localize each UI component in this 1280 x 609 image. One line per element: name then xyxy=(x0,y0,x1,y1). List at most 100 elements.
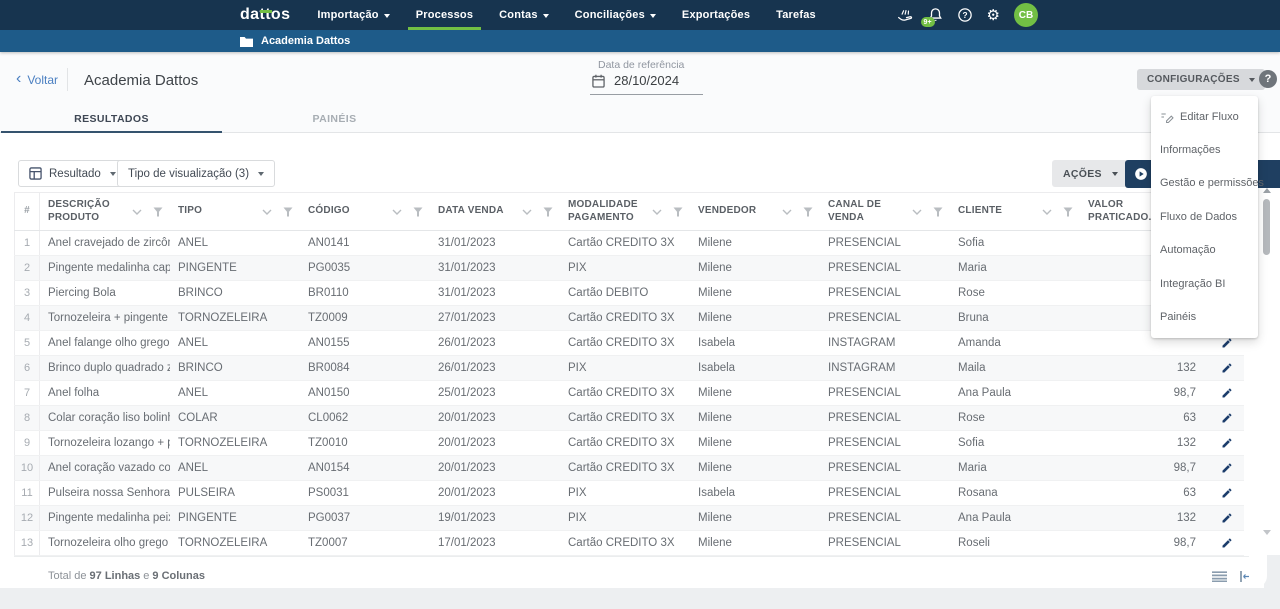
cell-descricao-produto: Brinco duplo quadrado zir... xyxy=(48,362,170,374)
menu-item-label: Gestão e permissões xyxy=(1160,177,1264,190)
cell-valor-praticado: 98,7 xyxy=(1173,462,1196,474)
tipo-visualizacao-dropdown-button[interactable]: Tipo de visualização (3) xyxy=(117,160,276,187)
gear-icon[interactable]: ⚙ xyxy=(986,6,1000,24)
cell-modalidade-pagamento: Cartão CRÉDITO 3X xyxy=(568,462,675,474)
menu-item[interactable]: Informações xyxy=(1151,133,1258,166)
sort-chevron-icon[interactable] xyxy=(132,209,142,215)
column-header[interactable]: CANAL DE VENDA xyxy=(820,193,950,230)
cell-data-venda: 19/01/2023 xyxy=(438,512,496,524)
nav-item-label: Tarefas xyxy=(776,9,816,21)
sort-chevron-icon[interactable] xyxy=(1042,209,1052,215)
menu-item[interactable]: Automação xyxy=(1151,234,1258,267)
cell-descricao-produto: Pingente medalinha capri... xyxy=(48,262,170,274)
menu-item[interactable]: Integração BI xyxy=(1151,267,1258,300)
cell-canal-venda: PRESENCIAL xyxy=(828,462,901,474)
row-density-icon[interactable] xyxy=(1212,571,1227,582)
cell-valor-praticado: 63 xyxy=(1183,412,1196,424)
resultado-dropdown-button[interactable]: Resultado xyxy=(18,160,127,187)
scroll-up-arrow[interactable] xyxy=(1262,188,1271,193)
tab-resultados[interactable]: RESULTADOS xyxy=(0,105,223,133)
row-number: 2 xyxy=(14,256,40,280)
avatar[interactable]: CB xyxy=(1014,3,1038,27)
nav-item[interactable]: Exportações xyxy=(669,0,763,30)
sort-chevron-icon[interactable] xyxy=(392,209,402,215)
pencil-icon xyxy=(1222,388,1232,398)
column-header[interactable]: TIPO xyxy=(170,193,300,230)
filter-funnel-icon[interactable] xyxy=(543,207,553,217)
cell-descricao-produto: Colar coração liso bolinha... xyxy=(48,412,170,424)
nav-item[interactable]: Contas xyxy=(486,0,561,30)
column-header[interactable]: VENDEDOR xyxy=(690,193,820,230)
edit-row-button[interactable] xyxy=(1210,437,1244,449)
edit-row-button[interactable] xyxy=(1210,362,1244,374)
column-header[interactable]: MODALIDADE PAGAMENTO xyxy=(560,193,690,230)
filter-funnel-icon[interactable] xyxy=(413,207,423,217)
filter-funnel-icon[interactable] xyxy=(673,207,683,217)
cell-cliente: Sofia xyxy=(958,237,985,249)
menu-item[interactable]: Editar Fluxo xyxy=(1151,100,1258,133)
filter-funnel-icon[interactable] xyxy=(1063,207,1073,217)
cell-canal-venda: PRESENCIAL xyxy=(828,312,901,324)
column-label: CANAL DE VENDA xyxy=(828,199,882,223)
edit-row-button[interactable] xyxy=(1210,387,1244,399)
back-label: Voltar xyxy=(27,73,59,87)
table-row: 6 Brinco duplo quadrado zir... BRINCO BR… xyxy=(14,356,1244,381)
edit-row-button[interactable] xyxy=(1210,462,1244,474)
acoes-dropdown-button[interactable]: AÇÕES xyxy=(1052,160,1129,187)
edit-row-button[interactable] xyxy=(1210,537,1244,549)
cell-canal-venda: PRESENCIAL xyxy=(828,537,901,549)
sort-chevron-icon[interactable] xyxy=(522,209,532,215)
row-number: 3 xyxy=(14,281,40,305)
edit-row-button[interactable] xyxy=(1210,512,1244,524)
menu-item[interactable]: Painéis xyxy=(1151,300,1258,333)
cell-vendedor: Isabela xyxy=(698,487,736,499)
edit-row-button[interactable] xyxy=(1210,412,1244,424)
column-header[interactable]: DATA VENDA xyxy=(430,193,560,230)
sort-chevron-icon[interactable] xyxy=(262,209,272,215)
sort-chevron-icon[interactable] xyxy=(652,209,662,215)
column-header[interactable]: # xyxy=(14,193,40,230)
breadcrumb-label[interactable]: Academia Dattos xyxy=(261,35,351,47)
menu-item[interactable]: Fluxo de Dados xyxy=(1151,200,1258,233)
edit-row-button[interactable] xyxy=(1210,337,1244,349)
help-icon[interactable]: ? xyxy=(957,7,973,23)
cell-descricao-produto: Anel coração vazado colo... xyxy=(48,462,170,474)
filter-funnel-icon[interactable] xyxy=(283,207,293,217)
back-button[interactable]: ‹ Voltar xyxy=(16,71,59,88)
row-number: 4 xyxy=(14,306,40,330)
column-header[interactable]: CLIENTE xyxy=(950,193,1080,230)
configuracoes-button[interactable]: CONFIGURAÇÕES xyxy=(1137,69,1265,90)
scroll-down-arrow[interactable] xyxy=(1262,530,1271,535)
row-number: 13 xyxy=(14,531,40,555)
support-hand-icon[interactable] xyxy=(897,8,914,23)
svg-text:?: ? xyxy=(962,10,967,20)
scrollbar-thumb[interactable] xyxy=(1263,199,1270,255)
tab-paineis[interactable]: PAINÉIS xyxy=(312,112,357,125)
filter-funnel-icon[interactable] xyxy=(933,207,943,217)
row-number: 10 xyxy=(14,456,40,480)
nav-item[interactable]: Processos xyxy=(403,0,486,30)
page-help-button[interactable]: ? xyxy=(1259,70,1277,88)
sort-chevron-icon[interactable] xyxy=(912,209,922,215)
column-header[interactable]: CÓDIGO xyxy=(300,193,430,230)
cell-data-venda: 20/01/2023 xyxy=(438,437,496,449)
cell-descricao-produto: Tornozeleira + pingente m... xyxy=(48,312,170,324)
cell-data-venda: 27/01/2023 xyxy=(438,312,496,324)
nav-item[interactable]: Importação xyxy=(304,0,402,30)
column-header[interactable]: VALOR PRATICADO... xyxy=(1080,193,1210,230)
edit-flow-icon xyxy=(1160,111,1174,123)
notifications-bell-icon[interactable]: 9+ xyxy=(920,7,943,27)
cell-vendedor: Milene xyxy=(698,437,732,449)
filter-funnel-icon[interactable] xyxy=(803,207,813,217)
nav-item-label: Exportações xyxy=(681,9,751,21)
column-header[interactable]: DESCRIÇÃO PRODUTO xyxy=(40,193,170,230)
filter-funnel-icon[interactable] xyxy=(153,207,163,217)
nav-item[interactable]: Conciliações xyxy=(562,0,669,30)
menu-item[interactable]: Gestão e permissões xyxy=(1151,167,1264,200)
date-input[interactable]: 28/10/2024 xyxy=(592,73,679,88)
edit-row-button[interactable] xyxy=(1210,487,1244,499)
cell-codigo: AN0155 xyxy=(308,337,350,349)
sort-chevron-icon[interactable] xyxy=(782,209,792,215)
nav-item[interactable]: Tarefas xyxy=(763,0,829,30)
